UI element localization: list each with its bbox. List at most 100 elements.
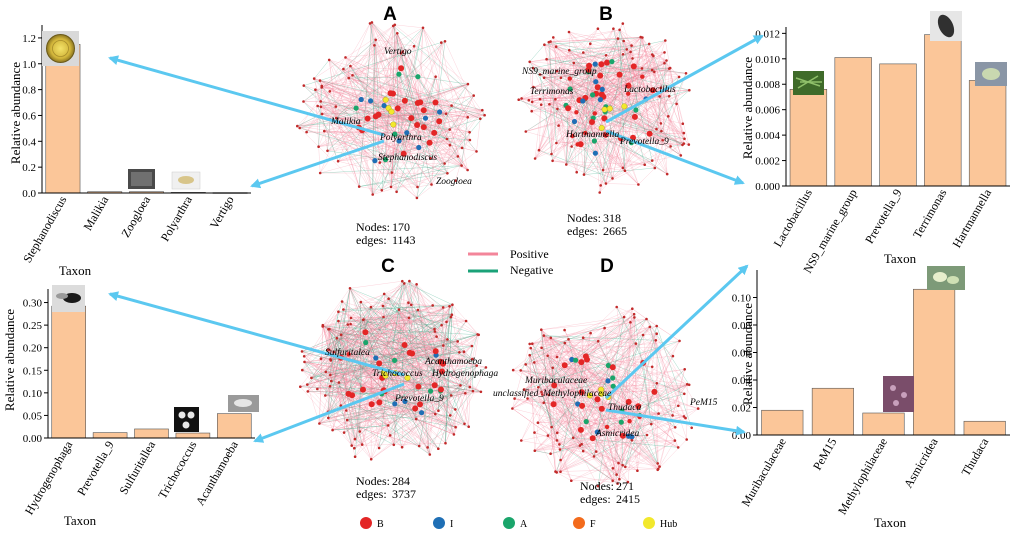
svg-text:edges:1143: edges: 1143 [356,233,416,247]
legend-label-i: I [450,519,453,530]
svg-text:Nodes:170: Nodes: 170 [356,220,410,234]
edges-value: 2415 [616,492,640,506]
bar-chart-b: 0.0000.0020.0040.0060.0080.0100.012Lacto… [740,27,1010,275]
taxon-label-prevotella-c: Prevotella_9 [394,394,444,404]
y-tick-label: 0.0 [22,188,36,200]
x-tick-label: Malikia [81,193,112,233]
nodes [296,21,486,200]
x-tick-label: Vertigo [207,194,237,232]
nodes [517,22,691,194]
y-tick-label: 0.20 [23,343,43,355]
legend-dot-i [433,517,445,529]
lactobacillus-micrograph [793,71,824,95]
svg-text:edges:3737: edges: 3737 [356,487,416,501]
bar-hartmannella [968,80,1007,187]
y-tick-label: 0.004 [755,130,780,142]
asmicridea-micrograph [927,266,965,290]
arrow-a-vertigo [250,139,385,189]
svg-text:Nodes:271: Nodes: 271 [580,479,634,493]
taxon-label-stephanodiscus: Stephanodiscus [378,153,437,163]
x-tick-label: Hydrogenophaga [22,438,76,517]
edges [300,280,487,460]
x-tick-label: PeM15 [810,436,839,473]
y-tick-label: 0.15 [23,365,43,377]
x-axis-title: Taxon [59,263,92,278]
taxon-label-vertigo: Vertigo [384,47,412,57]
edges [512,306,699,487]
micrographs [42,11,1007,432]
bar-charts: 0.0 0.2 0.4 0.6 0.8 1.0 1.2 Stephanodiscus Malik… [2,25,1010,530]
x-tick-label: Prevotella_9 [74,439,116,499]
network-a-stats: Nodes: 170 edges: 1143 [356,220,416,247]
bar-lactobacillus [789,89,828,187]
y-tick-label: 0.10 [732,293,752,305]
taxon-label-sulfuritalea: Sulfuritalea [325,347,370,358]
y-axis-title: Relative abundance [2,309,17,411]
x-tick-label: Acanthamoeba [193,438,241,508]
nodes-value: 170 [392,220,410,234]
y-tick-label: 0.8 [22,85,36,97]
bar-pem15 [811,387,854,436]
y-tick-label: 1.0 [22,59,36,71]
y-axis-title: Relative abundance [8,62,23,164]
y-tick-label: 0.06 [732,348,752,360]
nodes-value: 284 [392,474,410,488]
svg-text:edges:2665: edges: 2665 [567,224,627,238]
network-d-stats: Nodes: 271 edges: 2415 [580,479,640,506]
arrow-b-terrimonas [605,34,764,124]
bar-hydrogenophaga [51,305,86,439]
zoogloea-micrograph [128,169,155,189]
svg-text:Nodes:318: Nodes: 318 [567,211,621,225]
legend-label-a: A [520,519,528,530]
y-tick-label: 0.04 [732,375,752,387]
y-tick-label: 0.08 [732,320,752,332]
taxon-label-prevotella-b: Prevotella_9 [619,137,669,147]
taxon-label-hydrogenophaga: Hydrogenophaga [431,369,498,379]
nodes-label: Nodes: [580,479,614,493]
y-axis-title: Relative abundance [740,303,755,405]
edges-value: 2665 [603,224,627,238]
edges-label: edges: [580,492,611,506]
y-tick-label: 0.30 [23,298,43,310]
connector-arrows [108,34,764,443]
bar-acanthamoeba [217,413,252,439]
stephanodiscus-micrograph [42,31,79,66]
taxon-label-hartmannella: Hartmannella [565,130,620,140]
network-c [299,279,488,461]
edges-value: 1143 [392,233,416,247]
bar-muribaculaceae [761,409,804,436]
x-tick-label: Asmicridea [901,435,941,490]
legend-dot-b [360,517,372,529]
x-tick-label: Polyarthra [158,193,195,244]
edges-label: edges: [356,233,387,247]
bar-prevotella-9 [92,432,128,439]
taxon-label-polyarthra: Polyarthra [379,133,422,143]
x-tick-label: Zoogloea [118,193,153,240]
x-axis-title: Taxon [64,513,97,528]
network-a [296,21,486,200]
legend-dot-f [573,517,585,529]
panel-letter-c: C [381,256,395,277]
y-tick-label: 1.2 [22,33,36,45]
nodes-label: Nodes: [356,474,390,488]
y-tick-label: 0.4 [22,136,36,148]
x-tick-label: Muribaculaceae [738,436,788,509]
polyarthra-micrograph [171,171,201,190]
bar-stephanodiscus [45,44,81,194]
y-tick-label: 0.25 [23,320,43,332]
network-d [511,305,700,488]
arrow-b-hartmannella [605,129,745,185]
taxon-label-pem15: PeM15 [689,398,718,408]
edges-label: edges: [356,487,387,501]
taxon-label-methylophilaceae: unclassified_Methylophilaceae [493,388,611,399]
taxon-label-acanthamoeba: Acanthamoeba [424,357,482,367]
negative-label: Negative [510,263,553,277]
y-tick-label: 0.010 [755,54,780,66]
bar-prevotella-9 [879,63,917,187]
y-tick-label: 0.2 [22,162,36,174]
legend-dot-hub [643,517,655,529]
x-tick-label: Thudaca [959,435,992,478]
network-b-stats: Nodes: 318 edges: 2665 [567,211,627,238]
x-axis-title: Taxon [884,251,917,266]
